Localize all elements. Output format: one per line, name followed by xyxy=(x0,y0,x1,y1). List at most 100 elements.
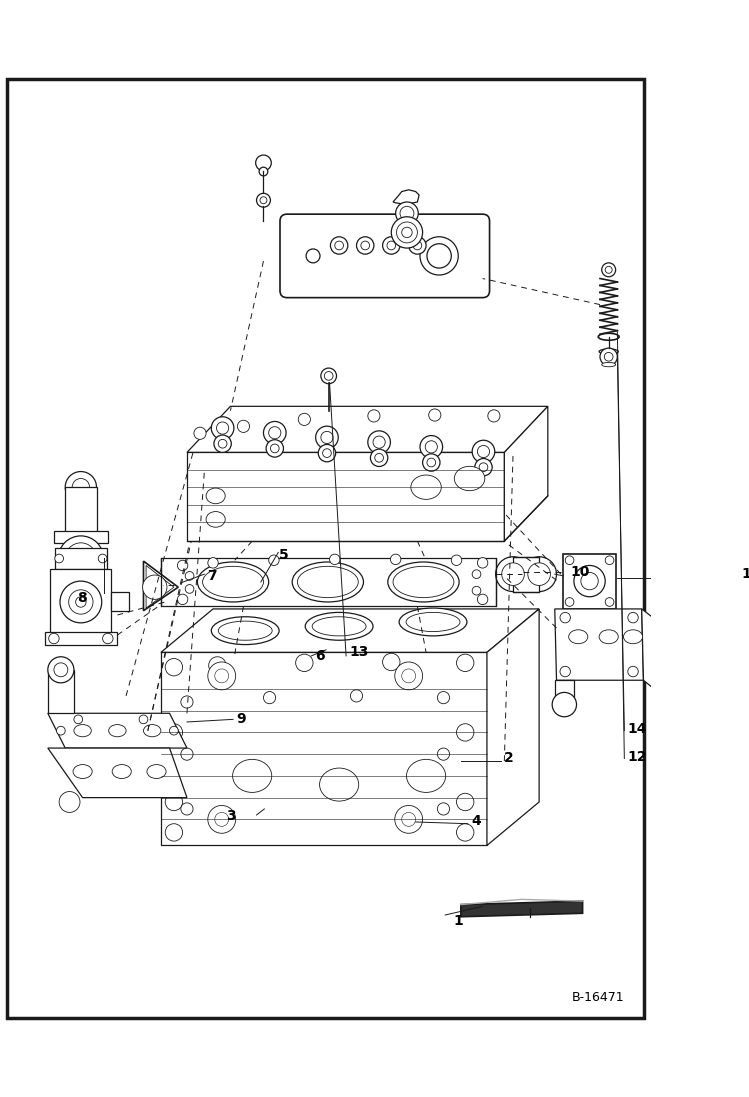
Circle shape xyxy=(409,237,426,255)
Polygon shape xyxy=(144,561,178,611)
Circle shape xyxy=(502,563,524,586)
Polygon shape xyxy=(504,406,548,541)
Circle shape xyxy=(178,595,188,604)
Circle shape xyxy=(60,581,102,623)
Polygon shape xyxy=(146,565,174,608)
Circle shape xyxy=(166,824,183,841)
Circle shape xyxy=(181,803,193,815)
Circle shape xyxy=(330,237,348,255)
Circle shape xyxy=(437,691,449,703)
Circle shape xyxy=(437,803,449,815)
Circle shape xyxy=(600,348,617,365)
Circle shape xyxy=(383,654,400,670)
Circle shape xyxy=(428,409,441,421)
Circle shape xyxy=(390,554,401,565)
Circle shape xyxy=(269,427,281,439)
Circle shape xyxy=(142,575,167,599)
Circle shape xyxy=(269,555,279,565)
Circle shape xyxy=(216,422,228,434)
Circle shape xyxy=(214,436,231,452)
Text: 6: 6 xyxy=(315,649,324,663)
Circle shape xyxy=(49,633,59,644)
Circle shape xyxy=(395,202,418,225)
Circle shape xyxy=(65,543,97,574)
Circle shape xyxy=(425,441,437,453)
Text: 3: 3 xyxy=(226,808,236,823)
Ellipse shape xyxy=(305,612,373,641)
Circle shape xyxy=(368,431,390,453)
Circle shape xyxy=(437,748,449,760)
Circle shape xyxy=(552,692,577,716)
Circle shape xyxy=(169,726,178,735)
Polygon shape xyxy=(48,713,187,748)
Circle shape xyxy=(371,449,388,466)
Ellipse shape xyxy=(599,349,618,354)
Circle shape xyxy=(605,598,614,607)
Ellipse shape xyxy=(73,765,92,779)
Circle shape xyxy=(477,557,488,568)
Circle shape xyxy=(477,445,490,457)
Circle shape xyxy=(565,556,574,565)
Circle shape xyxy=(48,657,74,682)
Circle shape xyxy=(420,436,443,459)
Circle shape xyxy=(522,557,557,591)
Ellipse shape xyxy=(252,728,479,794)
Ellipse shape xyxy=(109,725,126,737)
Circle shape xyxy=(178,561,188,570)
Circle shape xyxy=(256,193,270,207)
Circle shape xyxy=(218,440,227,448)
Circle shape xyxy=(237,420,249,432)
Circle shape xyxy=(427,244,452,268)
Circle shape xyxy=(335,241,344,250)
Polygon shape xyxy=(555,609,643,680)
Polygon shape xyxy=(487,609,539,846)
Ellipse shape xyxy=(393,566,454,598)
Circle shape xyxy=(604,352,613,361)
Ellipse shape xyxy=(265,737,465,785)
Circle shape xyxy=(605,267,612,273)
Circle shape xyxy=(209,657,226,675)
Circle shape xyxy=(260,196,267,204)
Circle shape xyxy=(74,715,82,724)
Ellipse shape xyxy=(411,475,441,499)
Circle shape xyxy=(185,572,194,580)
Polygon shape xyxy=(55,548,107,569)
Polygon shape xyxy=(48,748,187,798)
Ellipse shape xyxy=(601,362,616,366)
Polygon shape xyxy=(461,901,583,917)
Circle shape xyxy=(401,813,416,826)
Polygon shape xyxy=(187,406,548,452)
Circle shape xyxy=(488,410,500,422)
Circle shape xyxy=(628,612,638,623)
Circle shape xyxy=(401,669,416,682)
Ellipse shape xyxy=(312,617,366,636)
Circle shape xyxy=(72,550,90,567)
Ellipse shape xyxy=(388,562,459,602)
Circle shape xyxy=(166,793,183,811)
Circle shape xyxy=(194,427,206,440)
Polygon shape xyxy=(513,557,539,591)
Text: 1: 1 xyxy=(454,914,464,928)
Circle shape xyxy=(472,586,481,595)
Circle shape xyxy=(72,478,90,496)
Circle shape xyxy=(420,237,458,275)
Circle shape xyxy=(54,663,68,677)
Ellipse shape xyxy=(218,621,272,641)
Circle shape xyxy=(560,666,571,677)
Polygon shape xyxy=(161,609,539,653)
Circle shape xyxy=(259,167,268,176)
Circle shape xyxy=(270,444,279,453)
Circle shape xyxy=(98,554,107,563)
Circle shape xyxy=(166,658,183,676)
Circle shape xyxy=(207,661,236,690)
Text: 7: 7 xyxy=(207,569,216,583)
Circle shape xyxy=(103,633,113,644)
Circle shape xyxy=(211,417,234,440)
Circle shape xyxy=(298,414,310,426)
Circle shape xyxy=(472,440,495,463)
Ellipse shape xyxy=(292,562,363,602)
Circle shape xyxy=(56,726,65,735)
Polygon shape xyxy=(112,591,129,611)
Circle shape xyxy=(266,440,283,457)
Ellipse shape xyxy=(399,608,467,636)
